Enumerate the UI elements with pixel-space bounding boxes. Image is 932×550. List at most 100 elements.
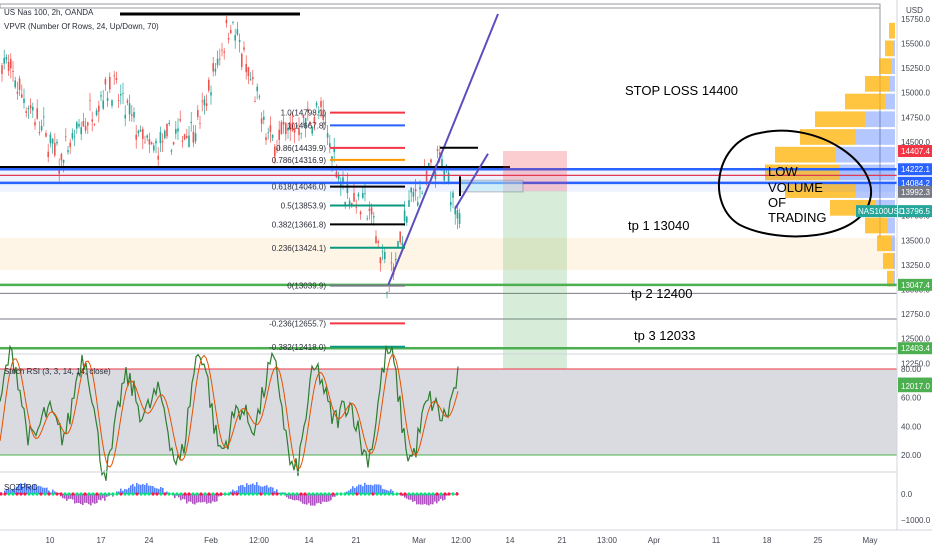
candle-body xyxy=(346,182,349,194)
candle-body xyxy=(408,200,410,207)
sqz-dot xyxy=(215,492,219,496)
sqz-histogram-bar xyxy=(264,485,266,494)
sqz-dot xyxy=(379,492,383,496)
sqz-dot xyxy=(231,492,235,496)
candle-body xyxy=(315,102,318,106)
sqz-dot xyxy=(219,492,223,496)
candle-body xyxy=(258,96,261,98)
candle-body xyxy=(260,118,263,124)
sqz-histogram-bar xyxy=(50,492,52,494)
sqz-histogram-bar xyxy=(432,494,434,505)
candle-body xyxy=(223,51,225,53)
stoch-rsi-pane[interactable]: Stoch RSI (3, 3, 14, 14, close) xyxy=(0,344,897,481)
sqz-dot xyxy=(39,492,43,496)
volume-bar-up xyxy=(855,182,895,198)
sqz-histogram-bar xyxy=(316,494,318,504)
sqz-dot xyxy=(391,492,395,496)
sqz-histogram-bar xyxy=(42,487,44,494)
sqz-dot xyxy=(167,492,171,496)
sqz-dot xyxy=(311,492,315,496)
sqz-histogram-bar xyxy=(214,494,216,502)
sqz-histogram-bar xyxy=(86,494,88,503)
candle-body xyxy=(80,127,82,135)
candle-body xyxy=(18,78,21,90)
price-tick-label: 15250.0 xyxy=(901,64,930,73)
sqz-histogram-bar xyxy=(420,494,422,505)
candle-body xyxy=(291,122,294,131)
sqz-histogram-bar xyxy=(244,486,246,494)
symbol-title[interactable]: US Nas 100, 2h, OANDA xyxy=(4,8,94,17)
sqz-dot xyxy=(443,492,447,496)
sqz-histogram-bar xyxy=(258,485,260,494)
sqz-dot xyxy=(331,492,335,496)
sqz-dot xyxy=(83,492,87,496)
candle-body xyxy=(311,127,313,134)
sqz-dot xyxy=(51,492,55,496)
candle-body xyxy=(397,241,399,249)
sqz-dot xyxy=(439,492,443,496)
sqz-dot xyxy=(3,492,7,496)
sqz-histogram-bar xyxy=(286,494,288,498)
candle-body xyxy=(87,122,89,126)
sqz-histogram-bar xyxy=(360,484,362,494)
candle-body xyxy=(133,112,135,118)
candle-body xyxy=(34,122,36,126)
candle-body xyxy=(412,191,415,197)
sqz-dot xyxy=(103,492,107,496)
sqz-histogram-bar xyxy=(100,494,102,501)
stoch-rsi-label[interactable]: Stoch RSI (3, 3, 14, 14, close) xyxy=(4,367,111,376)
sqz-histogram-bar xyxy=(122,490,124,494)
sqz-dot xyxy=(175,492,179,496)
time-tick-label: 21 xyxy=(352,536,361,545)
sqz-histogram-bar xyxy=(34,484,36,494)
sqz-histogram-bar xyxy=(82,494,84,506)
sqz-dot xyxy=(427,492,431,496)
candle-body xyxy=(221,49,223,51)
sqz-histogram-bar xyxy=(32,484,34,494)
candle-body xyxy=(403,210,406,222)
candle-body xyxy=(135,134,137,140)
sqzpro-pane[interactable]: SQZPRO xyxy=(0,471,897,506)
rsi-tick-label: 40.00 xyxy=(901,422,922,431)
candle-body xyxy=(183,134,186,140)
sqz-histogram-bar xyxy=(70,494,72,499)
vpvr-indicator-label[interactable]: VPVR (Number Of Rows, 24, Up/Down, 70) xyxy=(4,22,159,31)
sqz-dot xyxy=(123,492,127,496)
candle-body xyxy=(285,123,287,135)
sqz-histogram-bar xyxy=(218,494,220,497)
candle-body xyxy=(194,133,197,142)
volume-bar-down xyxy=(887,270,894,287)
sqz-histogram-bar xyxy=(402,494,404,496)
sqz-histogram-bar xyxy=(106,494,108,497)
candle-body xyxy=(419,187,421,190)
sqz-dot xyxy=(111,492,115,496)
sqzpro-label[interactable]: SQZPRO xyxy=(4,483,38,492)
sqz-dot xyxy=(303,492,307,496)
candle-body xyxy=(146,135,148,138)
candle-body xyxy=(366,218,368,220)
sqz-dot xyxy=(163,492,167,496)
price-pane[interactable] xyxy=(0,3,897,270)
price-axis[interactable]: USD 15750.0 15500.0 15250.0 15000.0 14750.0 1… xyxy=(896,0,932,530)
price-tick-label: 15000.0 xyxy=(901,89,930,98)
sqz-dot xyxy=(47,492,51,496)
candle-body xyxy=(395,259,397,261)
candle-body xyxy=(238,39,241,42)
candle-body xyxy=(62,159,65,163)
sqz-histogram-bar xyxy=(154,487,156,494)
fib-level-label: 1(14667.8) xyxy=(287,121,326,130)
sqz-histogram-bar xyxy=(200,494,202,503)
sqz-dot xyxy=(395,492,399,496)
candle-body xyxy=(161,141,164,143)
sqz-histogram-bar xyxy=(408,494,410,500)
sqz-dot xyxy=(307,492,311,496)
time-tick-label: 18 xyxy=(763,536,772,545)
candle-body xyxy=(324,121,327,123)
candle-body xyxy=(150,142,153,145)
time-axis[interactable]: 10 17 24 Feb 12:00 14 21 Mar 12:00 14 21 13:00 Apr 11… xyxy=(0,529,932,545)
sqz-histogram-bar xyxy=(160,487,162,494)
candle-body xyxy=(276,148,278,150)
candle-body xyxy=(447,172,450,183)
candle-body xyxy=(381,251,384,253)
